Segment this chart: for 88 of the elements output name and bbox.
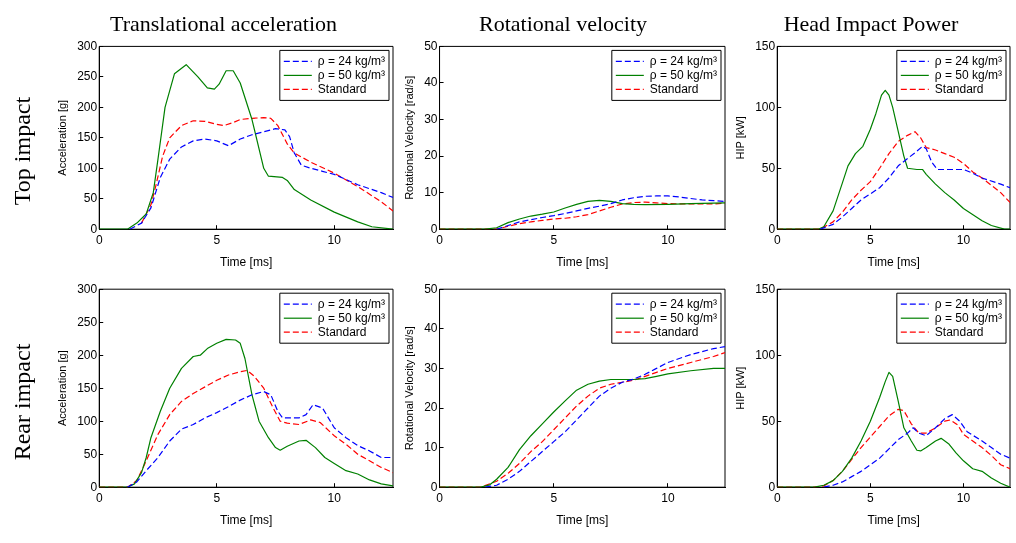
legend-label: Standard bbox=[649, 81, 699, 96]
y-tick-label: 250 bbox=[77, 314, 98, 329]
y-tick-label: 10 bbox=[424, 184, 438, 199]
y-tick-label: 150 bbox=[755, 281, 776, 296]
y-axis-title: Acceleration [g] bbox=[55, 99, 68, 176]
y-tick-label: 50 bbox=[83, 191, 98, 206]
y-tick-label: 150 bbox=[77, 380, 98, 395]
legend-label: ρ = 24 kg/m³ bbox=[649, 296, 717, 311]
x-axis-title: Time [ms] bbox=[867, 513, 920, 528]
y-axis-title: Rotational Velocity [rad/s] bbox=[402, 326, 415, 451]
legend-label: Standard bbox=[317, 81, 367, 96]
x-tick-label: 5 bbox=[866, 232, 874, 247]
x-tick-label: 5 bbox=[866, 490, 874, 505]
legend-label: ρ = 50 kg/m³ bbox=[317, 310, 385, 325]
line-series bbox=[140, 117, 393, 224]
legend-label: ρ = 24 kg/m³ bbox=[649, 53, 717, 68]
y-tick-label: 50 bbox=[83, 446, 98, 461]
y-axis-title: Acceleration [g] bbox=[55, 350, 68, 427]
chart-title: Head Impact Power bbox=[783, 10, 960, 36]
legend-label: Standard bbox=[317, 324, 367, 339]
y-tick-label: 200 bbox=[77, 99, 98, 114]
x-tick-label: 5 bbox=[550, 232, 558, 247]
y-tick-label: 300 bbox=[77, 38, 98, 53]
text: Rear impact bbox=[8, 343, 36, 461]
y-tick-label: 0 bbox=[768, 479, 776, 494]
y-axis-title: HIP [kW] bbox=[733, 366, 746, 410]
legend-label: ρ = 50 kg/m³ bbox=[317, 67, 385, 82]
line-series bbox=[129, 128, 393, 230]
x-axis-title: Time [ms] bbox=[220, 513, 273, 528]
y-tick-label: 0 bbox=[430, 479, 438, 494]
line-series bbox=[126, 390, 393, 488]
x-tick-label: 5 bbox=[213, 232, 221, 247]
legend-label: ρ = 50 kg/m³ bbox=[934, 67, 1002, 82]
line-series bbox=[496, 195, 725, 230]
x-axis-title: Time [ms] bbox=[556, 255, 609, 270]
y-tick-label: 100 bbox=[77, 160, 98, 175]
chart-title: Translational acceleration bbox=[109, 10, 338, 36]
x-tick-label: 5 bbox=[213, 490, 221, 505]
legend-label: ρ = 24 kg/m³ bbox=[934, 296, 1002, 311]
legend-label: ρ = 50 kg/m³ bbox=[649, 310, 717, 325]
y-axis-title: HIP [kW] bbox=[733, 116, 746, 160]
y-tick-label: 0 bbox=[768, 221, 776, 236]
legend-label: Standard bbox=[934, 81, 984, 96]
y-tick-label: 0 bbox=[90, 479, 98, 494]
legend-label: Standard bbox=[934, 324, 984, 339]
x-axis-title: Time [ms] bbox=[556, 513, 609, 528]
y-tick-label: 30 bbox=[424, 360, 438, 375]
x-tick-label: 10 bbox=[327, 490, 342, 505]
y-tick-label: 30 bbox=[424, 111, 438, 126]
y-tick-label: 300 bbox=[77, 281, 98, 296]
x-tick-label: 10 bbox=[956, 232, 971, 247]
y-tick-label: 20 bbox=[424, 148, 438, 163]
y-tick-label: 50 bbox=[424, 38, 438, 53]
y-tick-label: 50 bbox=[761, 160, 776, 175]
x-axis-title: Time [ms] bbox=[867, 255, 920, 270]
x-axis-title: Time [ms] bbox=[220, 255, 273, 270]
legend-label: ρ = 24 kg/m³ bbox=[934, 53, 1002, 68]
x-tick-label: 10 bbox=[327, 232, 342, 247]
legend-label: ρ = 50 kg/m³ bbox=[934, 310, 1002, 325]
y-tick-label: 50 bbox=[424, 281, 438, 296]
y-tick-label: 100 bbox=[755, 99, 776, 114]
x-tick-label: 10 bbox=[661, 232, 675, 247]
line-series bbox=[823, 414, 1010, 488]
legend-label: ρ = 50 kg/m³ bbox=[649, 67, 717, 82]
y-tick-label: 200 bbox=[77, 347, 98, 362]
line-series bbox=[484, 346, 725, 488]
x-tick-label: 10 bbox=[956, 490, 971, 505]
x-tick-label: 10 bbox=[661, 490, 675, 505]
y-tick-label: 0 bbox=[90, 221, 98, 236]
y-tick-label: 40 bbox=[424, 75, 438, 90]
y-tick-label: 40 bbox=[424, 321, 438, 336]
y-tick-label: 150 bbox=[755, 38, 776, 53]
legend-label: Standard bbox=[649, 324, 699, 339]
y-tick-label: 20 bbox=[424, 400, 438, 415]
y-tick-label: 10 bbox=[424, 439, 438, 454]
y-tick-label: 100 bbox=[77, 413, 98, 428]
y-tick-label: 100 bbox=[755, 347, 776, 362]
y-tick-label: 150 bbox=[77, 130, 98, 145]
line-series bbox=[819, 145, 1010, 230]
chart-title: Rotational velocity bbox=[478, 10, 648, 36]
text: Top impact bbox=[8, 96, 36, 206]
y-tick-label: 250 bbox=[77, 69, 98, 84]
legend-label: ρ = 24 kg/m³ bbox=[317, 53, 385, 68]
y-axis-title: Rotational Velocity [rad/s] bbox=[402, 75, 415, 200]
y-tick-label: 50 bbox=[761, 413, 776, 428]
x-tick-label: 5 bbox=[550, 490, 558, 505]
y-tick-label: 0 bbox=[430, 221, 438, 236]
legend-label: ρ = 24 kg/m³ bbox=[317, 296, 385, 311]
